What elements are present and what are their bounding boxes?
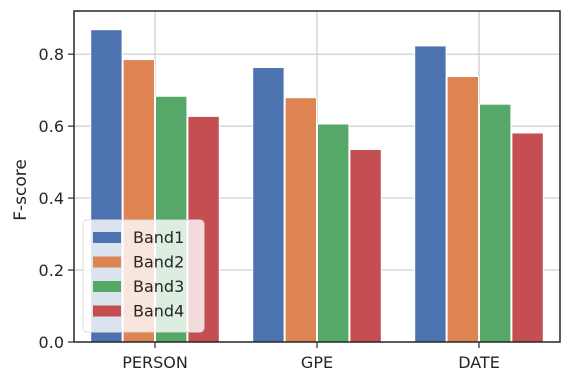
y-tick-label: 0.4 bbox=[39, 189, 64, 208]
legend: Band1 Band2 Band3 Band4 bbox=[82, 219, 205, 333]
legend-swatch-band4 bbox=[93, 305, 121, 317]
legend-swatch-band1 bbox=[93, 232, 121, 243]
bar-band3-date bbox=[479, 103, 512, 343]
bar-band4-gpe bbox=[349, 149, 382, 343]
y-ticks: 0.0 0.2 0.4 0.6 0.8 bbox=[39, 45, 74, 352]
x-tick-label: GPE bbox=[301, 353, 333, 369]
legend-label-band1: Band1 bbox=[133, 228, 184, 247]
x-tick-label: DATE bbox=[458, 353, 500, 369]
bar-band3-gpe bbox=[317, 123, 350, 343]
legend-label-band4: Band4 bbox=[133, 302, 184, 321]
legend-box bbox=[82, 219, 205, 333]
legend-label-band3: Band3 bbox=[133, 277, 184, 296]
bar-band1-gpe bbox=[252, 66, 285, 343]
bar-band1-date bbox=[414, 45, 447, 343]
y-tick-label: 0.8 bbox=[39, 45, 64, 64]
bar-band4-date bbox=[511, 132, 544, 343]
legend-swatch-band2 bbox=[93, 256, 121, 268]
y-axis-label: F-score bbox=[11, 159, 31, 221]
y-tick-label: 0.2 bbox=[39, 261, 64, 280]
x-tick-label: PERSON bbox=[122, 353, 188, 369]
bar-band2-date bbox=[446, 75, 480, 343]
legend-swatch-band3 bbox=[93, 281, 121, 292]
bar-band2-gpe bbox=[284, 97, 318, 343]
x-ticks: PERSON GPE DATE bbox=[122, 342, 500, 369]
y-tick-label: 0.6 bbox=[39, 117, 64, 136]
y-tick-label: 0.0 bbox=[39, 333, 64, 352]
legend-label-band2: Band2 bbox=[133, 253, 184, 272]
